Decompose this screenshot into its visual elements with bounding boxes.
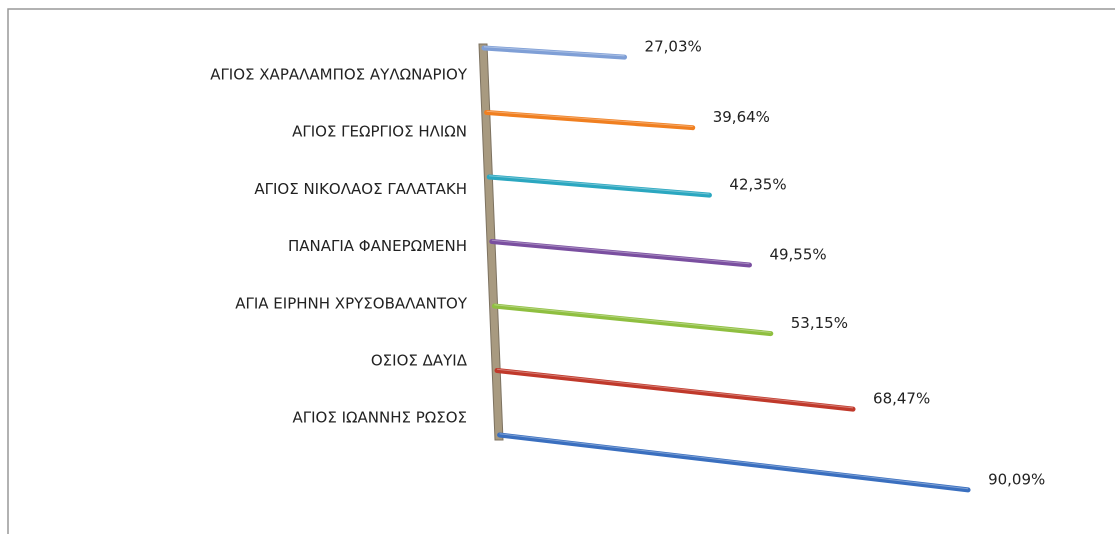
bar-highlight [491,239,750,265]
bar [486,174,712,198]
bar [481,45,628,60]
category-label: ΑΓΙΟΣ ΝΙΚΟΛΑΟΣ ΓΑΛΑΤΑΚΗ [254,180,467,198]
category-label: ΑΓΙΟΣ ΙΩΑΝΝΗΣ ΡΩΣΟΣ [293,409,467,427]
bar [484,110,696,131]
data-label: 53,15% [791,314,848,332]
data-label: 27,03% [645,38,702,56]
category-label: ΑΓΙΑ ΕΙΡΗΝΗ ΧΡΥΣΟΒΑΛΑΝΤΟΥ [235,294,468,312]
data-label: 39,64% [713,108,770,126]
data-label: 49,55% [769,245,826,263]
data-label: 68,47% [873,390,930,408]
bar [497,432,971,493]
category-label: ΑΓΙΟΣ ΧΑΡΑΛΑΜΠΟΣ ΑΥΛΩΝΑΡΙΟΥ [210,66,468,84]
bar-highlight [483,46,625,57]
bar-highlight [486,110,693,127]
bar-highlight [489,175,710,195]
data-label: 42,35% [729,176,786,194]
frame [7,8,1115,534]
data-label: 90,09% [988,470,1045,488]
bar [491,303,774,337]
bar-highlight [496,368,854,409]
category-label: ΠΑΝΑΓΙΑ ΦΑΝΕΡΩΜΕΝΗ [288,237,467,255]
bar [489,239,752,268]
category-label: ΟΣΙΟΣ ΔΑΥΙΔ [371,352,468,370]
bar-highlight [494,304,771,333]
category-label: ΑΓΙΟΣ ΓΕΩΡΓΙΟΣ ΗΛΙΩΝ [292,123,467,141]
bar-highlight [499,433,969,490]
bar [494,368,856,412]
